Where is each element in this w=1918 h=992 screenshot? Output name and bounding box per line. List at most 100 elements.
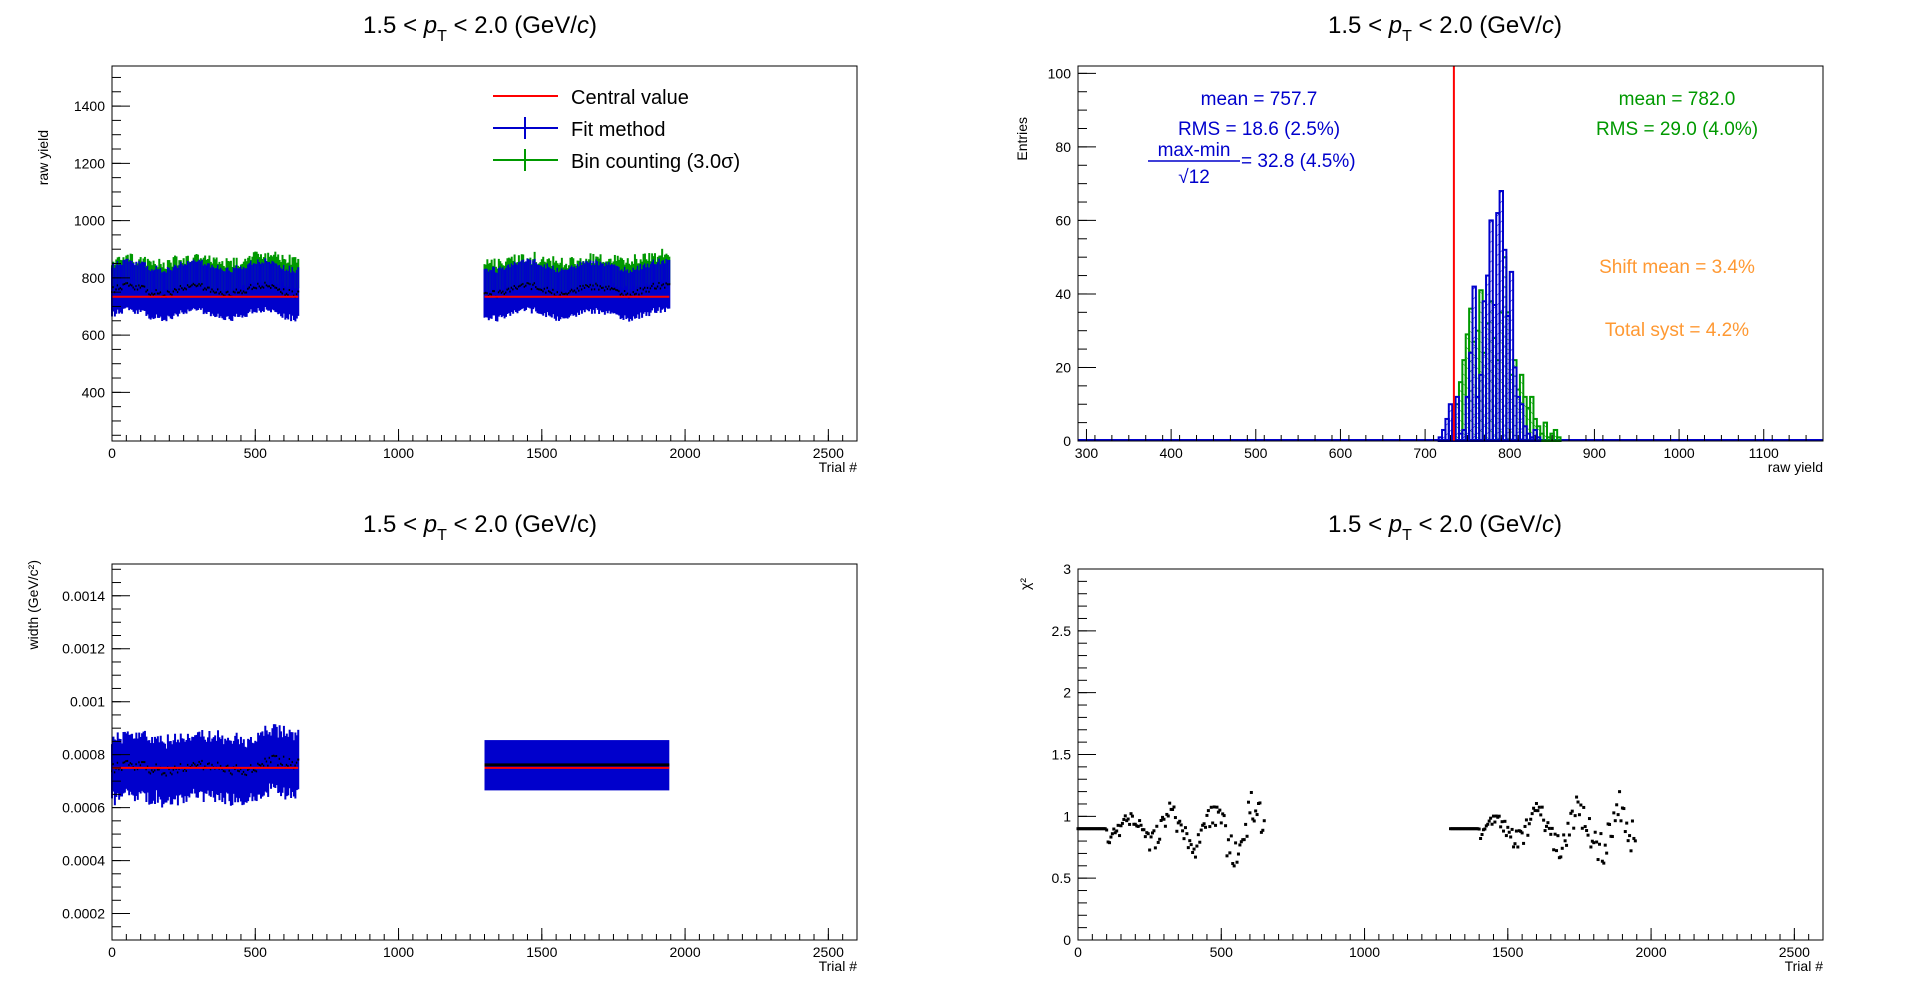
chi2-point	[1182, 837, 1186, 841]
fit-point	[186, 763, 189, 766]
chi2-point	[1262, 819, 1266, 823]
x-tick-label: 2000	[669, 445, 700, 461]
fit-point	[635, 292, 638, 295]
fit-point	[573, 289, 576, 292]
fit-point	[668, 283, 671, 286]
fit-point	[118, 768, 121, 771]
chi2-point	[1119, 824, 1123, 828]
fit-point	[153, 769, 156, 772]
fit-point	[264, 281, 267, 284]
fit-point	[537, 288, 540, 291]
fit-point	[238, 770, 241, 773]
fit-point	[206, 286, 209, 289]
chi2-point	[1582, 805, 1586, 809]
fit-point	[219, 765, 222, 768]
fit-point	[164, 772, 167, 775]
chi2-point	[1113, 831, 1117, 835]
fit-point	[533, 282, 536, 285]
fit-point	[235, 288, 238, 291]
fit-point	[552, 288, 555, 291]
chi2-point	[1166, 814, 1170, 818]
fit-point	[198, 282, 201, 285]
chi2-point	[1586, 833, 1590, 837]
x-tick-label: 2000	[1635, 944, 1666, 960]
chi2-point	[1192, 847, 1196, 851]
fit-point	[136, 288, 139, 291]
chi2-point	[1225, 854, 1229, 858]
chi2-point	[1592, 841, 1596, 845]
total-syst-text: Total syst = 4.2%	[1605, 320, 1749, 341]
chi2-point	[1116, 823, 1120, 827]
chi2-point	[1130, 814, 1134, 818]
chi2-point	[1489, 816, 1493, 820]
chi2-point	[1487, 819, 1491, 823]
chi2-point	[1512, 845, 1516, 849]
chi2-point	[1608, 822, 1612, 826]
fit-point	[249, 283, 252, 286]
fit-point	[666, 283, 669, 286]
fit-point	[128, 764, 131, 767]
fit-point	[642, 288, 645, 291]
fit-point	[522, 282, 525, 285]
fit-point	[239, 768, 242, 771]
chi2-point	[1142, 828, 1146, 832]
fit-point	[148, 771, 151, 774]
chi2-point	[1532, 806, 1536, 810]
fit-point	[645, 290, 648, 293]
fit-point	[176, 771, 179, 774]
fit-point	[282, 288, 285, 291]
fit-point	[245, 291, 248, 294]
legend-central-label: Central value	[571, 87, 689, 109]
fit-point	[281, 763, 284, 766]
fit-point	[211, 288, 214, 291]
chi2-point	[1569, 811, 1573, 815]
fit-point	[199, 762, 202, 765]
fit-point	[603, 289, 606, 292]
fit-point	[615, 289, 618, 292]
fit-point	[267, 764, 270, 767]
chi2-point	[1221, 812, 1225, 816]
chi2-point	[1625, 821, 1629, 825]
chi2-point	[1232, 864, 1236, 868]
fit-point	[218, 292, 221, 295]
fit-point	[229, 772, 232, 775]
fit-point	[562, 293, 565, 296]
y-tick-label: 1	[1063, 808, 1071, 824]
fit-point	[254, 286, 257, 289]
fit-point	[142, 761, 145, 764]
x-axis-label: Trial #	[1785, 958, 1824, 974]
chi2-point	[1158, 837, 1162, 841]
fit-point	[274, 755, 277, 758]
chi2-point	[1506, 825, 1510, 829]
fit-point	[590, 288, 593, 291]
chi2-point	[1242, 838, 1246, 842]
fit-point	[255, 287, 258, 290]
chi2-point	[1109, 835, 1113, 839]
chi2-point	[1189, 843, 1193, 847]
chi2-point	[1589, 845, 1593, 849]
chi2-point	[1616, 813, 1620, 817]
fit-point	[209, 768, 212, 771]
fit-point	[267, 285, 270, 288]
fit-point	[118, 288, 121, 291]
fit-point	[282, 755, 285, 758]
fit-point	[141, 284, 144, 287]
fit-point	[619, 293, 622, 296]
x-tick-label: 900	[1583, 445, 1607, 461]
fit-point	[128, 284, 131, 287]
chi2-point	[1573, 814, 1577, 818]
fit-point	[277, 764, 280, 767]
fit-point	[261, 285, 264, 288]
fit-point	[155, 289, 158, 292]
fit-point	[582, 284, 585, 287]
fit-point	[268, 285, 271, 288]
chi2-point	[1519, 829, 1523, 833]
fit-point	[288, 757, 291, 760]
fit-point	[272, 284, 275, 287]
chi2-point	[1516, 845, 1520, 849]
fit-point	[247, 768, 250, 771]
fit-point	[241, 292, 244, 295]
fit-point	[535, 286, 538, 289]
chi2-point	[1533, 809, 1537, 813]
